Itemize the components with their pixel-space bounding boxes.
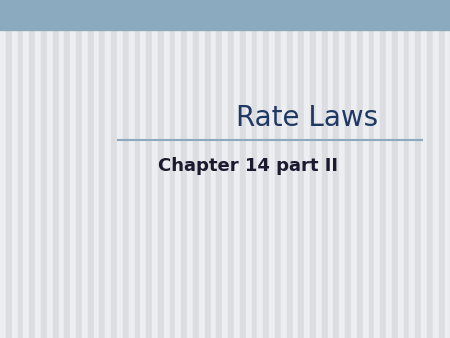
Bar [339, 0, 345, 338]
Bar [439, 0, 445, 338]
Bar [176, 0, 181, 338]
Bar [164, 0, 170, 338]
Text: Chapter 14 part II: Chapter 14 part II [158, 156, 338, 175]
Bar [304, 0, 310, 338]
Bar [333, 0, 339, 338]
Bar [228, 0, 234, 338]
Bar [12, 0, 18, 338]
Bar [94, 0, 99, 338]
Bar [140, 0, 146, 338]
Bar [18, 0, 23, 338]
Bar [152, 0, 158, 338]
Bar [129, 0, 135, 338]
Bar [281, 0, 287, 338]
Bar [398, 0, 404, 338]
Bar [187, 0, 193, 338]
Bar [105, 0, 111, 338]
Bar [135, 0, 140, 338]
Bar [421, 0, 427, 338]
Bar [445, 0, 450, 338]
Bar [6, 0, 12, 338]
Bar [240, 0, 246, 338]
Bar [328, 0, 333, 338]
Bar [211, 0, 216, 338]
Bar [269, 0, 275, 338]
Bar [58, 0, 64, 338]
Bar [70, 0, 76, 338]
Bar [23, 0, 29, 338]
Bar [433, 0, 439, 338]
Bar [181, 0, 187, 338]
Bar [64, 0, 70, 338]
Bar [392, 0, 398, 338]
Bar [222, 0, 228, 338]
Bar [316, 0, 322, 338]
Bar [205, 0, 211, 338]
Bar [29, 0, 35, 338]
Bar [263, 0, 269, 338]
Bar [41, 0, 47, 338]
Bar [216, 0, 222, 338]
Bar [199, 0, 205, 338]
Bar [363, 0, 369, 338]
Bar [310, 0, 316, 338]
Bar [76, 0, 82, 338]
Bar [111, 0, 117, 338]
Bar [117, 0, 123, 338]
Bar [0, 0, 6, 338]
Bar [298, 0, 304, 338]
Text: Rate Laws: Rate Laws [236, 104, 378, 132]
Bar [404, 0, 410, 338]
Bar [234, 0, 240, 338]
Bar [357, 0, 363, 338]
Bar [47, 0, 53, 338]
Bar [287, 0, 292, 338]
Bar [345, 0, 351, 338]
Bar [369, 0, 374, 338]
Bar [193, 0, 199, 338]
Bar [292, 0, 298, 338]
Bar [88, 0, 94, 338]
Bar [246, 0, 252, 338]
Bar [257, 0, 263, 338]
Bar [351, 0, 357, 338]
Bar [170, 0, 176, 338]
Bar [275, 0, 281, 338]
Bar [123, 0, 129, 338]
Bar [146, 0, 152, 338]
Bar [53, 0, 59, 338]
Bar [427, 0, 433, 338]
Bar [158, 0, 164, 338]
Bar [322, 0, 328, 338]
Bar [35, 0, 41, 338]
Bar [99, 0, 105, 338]
Bar [410, 0, 415, 338]
Bar [82, 0, 88, 338]
Bar [252, 0, 257, 338]
Bar [374, 0, 380, 338]
Bar [0, 0, 450, 30]
Bar [380, 0, 386, 338]
Bar [415, 0, 421, 338]
Bar [386, 0, 392, 338]
